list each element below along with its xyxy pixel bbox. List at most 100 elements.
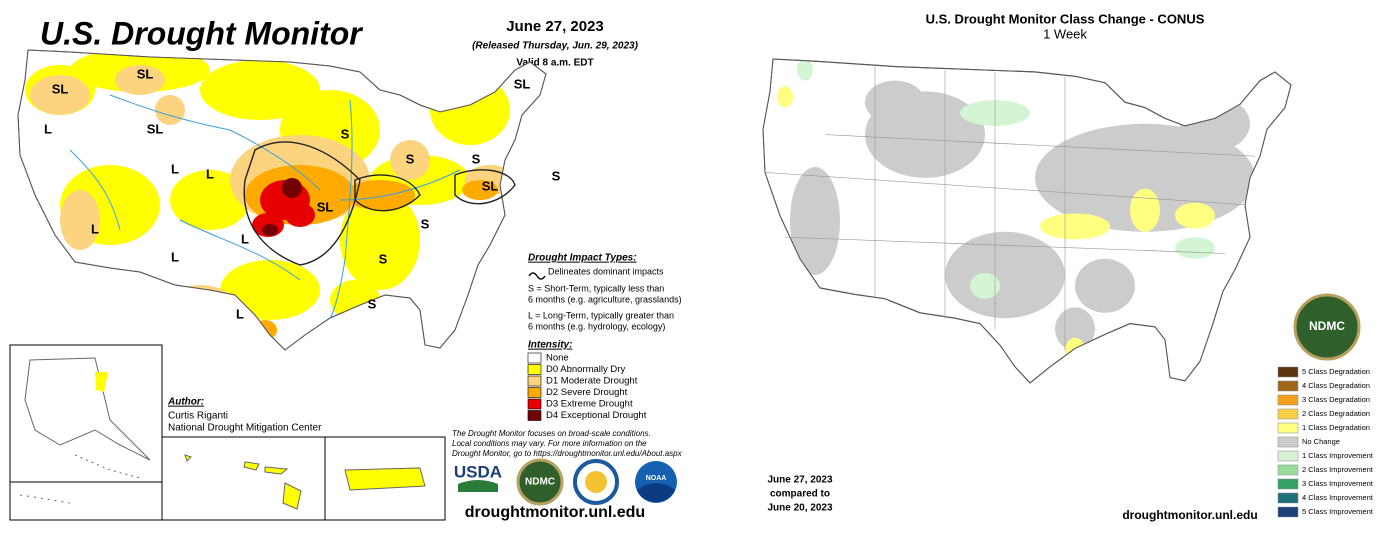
- conus-change-map: [762, 58, 1292, 384]
- hawaii-inset: [161, 436, 326, 521]
- change-area: [777, 86, 793, 108]
- legend-swatch: [1277, 478, 1299, 490]
- drought-area: [282, 178, 302, 198]
- impact-label: SL: [514, 76, 531, 91]
- legend-label: None: [546, 353, 569, 364]
- comparison-line: June 27, 2023: [767, 475, 832, 486]
- drought-area: [165, 285, 235, 325]
- author-org: National Drought Mitigation Center: [168, 423, 322, 434]
- change-area: [945, 231, 1065, 319]
- impact-label: L: [44, 121, 52, 136]
- drought-area: [253, 320, 277, 340]
- legend-label: 1 Class Improvement: [1302, 451, 1374, 460]
- change-area: [1175, 202, 1215, 229]
- legend-swatch: [527, 352, 542, 364]
- legend-swatch: [527, 387, 542, 398]
- alaska-inset: [9, 344, 163, 521]
- legend-label: 4 Class Improvement: [1302, 493, 1374, 502]
- usda-logo: USDA: [454, 462, 502, 481]
- source-url: droughtmonitor.unl.edu: [1122, 508, 1257, 522]
- impact-label: SL: [482, 178, 499, 193]
- author-heading: Author:: [167, 397, 204, 408]
- legend-label: 3 Class Improvement: [1302, 479, 1374, 488]
- legend-swatch: [1277, 506, 1299, 518]
- drought-area: [285, 203, 315, 227]
- legend-swatch: [527, 398, 542, 410]
- legend-label: 4 Class Degradation: [1302, 381, 1370, 390]
- conus-drought-map: [17, 49, 547, 351]
- legend-swatch: [1277, 408, 1299, 420]
- source-url: droughtmonitor.unl.edu: [465, 504, 645, 521]
- change-subtitle: 1 Week: [1043, 26, 1087, 41]
- legend-label: D3 Extreme Drought: [546, 399, 633, 410]
- legend-label: 5 Class Degradation: [1302, 367, 1370, 376]
- legend-label: D1 Moderate Drought: [546, 376, 638, 387]
- legend-label: 2 Class Degradation: [1302, 409, 1370, 418]
- legend-swatch: [1277, 366, 1299, 378]
- legend-label: 3 Class Degradation: [1302, 395, 1370, 404]
- legend-swatch: [1277, 394, 1299, 406]
- legend-label: D0 Abnormally Dry: [546, 364, 625, 375]
- logos: USDA NDMC NOAA: [454, 458, 677, 506]
- impact-heading: Drought Impact Types:: [528, 253, 637, 264]
- drought-area: [262, 224, 278, 236]
- legend-label: 2 Class Improvement: [1302, 465, 1374, 474]
- legend-label: D4 Exceptional Drought: [546, 410, 647, 421]
- impact-label: S: [341, 126, 350, 141]
- ndmc-logo: NDMC: [1309, 319, 1345, 333]
- drought-area: [60, 190, 100, 250]
- puerto-rico-inset: [324, 436, 446, 521]
- legend-swatch: [1277, 464, 1299, 476]
- drought-area: [462, 180, 498, 200]
- drought-area: [345, 180, 415, 210]
- note-line: The Drought Monitor focuses on broad-sca…: [452, 429, 651, 438]
- comparison-line: June 20, 2023: [767, 503, 832, 514]
- legend-swatch: [527, 375, 542, 387]
- ndmc-logo: NDMC: [525, 477, 555, 488]
- impact-label: SL: [147, 121, 164, 136]
- change-title: U.S. Drought Monitor Class Change - CONU…: [926, 11, 1205, 26]
- impact-label: S: [421, 216, 430, 231]
- drought-area: [115, 65, 165, 95]
- impact-label: S: [379, 251, 388, 266]
- impact-label: S: [406, 151, 415, 166]
- class-change-panel: U.S. Drought Monitor Class Change - CONU…: [762, 11, 1374, 522]
- impact-label: L: [91, 221, 99, 236]
- impact-label: S: [472, 151, 481, 166]
- drought-area: [340, 190, 420, 290]
- drought-area: [430, 75, 510, 145]
- drought-area: [390, 140, 430, 180]
- legend-swatch: [1277, 436, 1299, 448]
- map-title: U.S. Drought Monitor: [40, 15, 363, 51]
- legend-swatch: [1277, 422, 1299, 434]
- author-name: Curtis Riganti: [168, 411, 228, 422]
- legend-swatch: [527, 410, 542, 421]
- note-line: Drought Monitor, go to https://droughtmo…: [452, 449, 683, 458]
- change-area: [1175, 237, 1215, 259]
- impact-long: L = Long-Term, typically greater than: [528, 310, 674, 320]
- impact-label: L: [241, 231, 249, 246]
- impact-label: L: [236, 306, 244, 321]
- intensity-heading: Intensity:: [528, 340, 572, 351]
- impact-label: SL: [52, 81, 69, 96]
- map-date: June 27, 2023: [506, 18, 604, 35]
- drought-area: [30, 75, 90, 115]
- impact-label: SL: [137, 66, 154, 81]
- legend-swatch: [1277, 450, 1299, 462]
- change-area: [797, 59, 813, 81]
- change-area: [1075, 258, 1135, 313]
- drought-area: [170, 170, 250, 230]
- impact-delineates: Delineates dominant impacts: [548, 266, 664, 276]
- impact-short: S = Short-Term, typically less than: [528, 283, 664, 293]
- change-area: [1040, 213, 1110, 240]
- legend-label: No Change: [1302, 437, 1340, 446]
- impact-label: S: [368, 296, 377, 311]
- impact-long: 6 months (e.g. hydrology, ecology): [528, 321, 665, 331]
- legend-label: D2 Severe Drought: [546, 387, 628, 398]
- change-area: [790, 167, 840, 275]
- legend-swatch: [1277, 380, 1299, 392]
- change-area: [865, 80, 925, 124]
- impact-short: 6 months (e.g. agriculture, grasslands): [528, 294, 682, 304]
- legend-swatch: [527, 364, 542, 375]
